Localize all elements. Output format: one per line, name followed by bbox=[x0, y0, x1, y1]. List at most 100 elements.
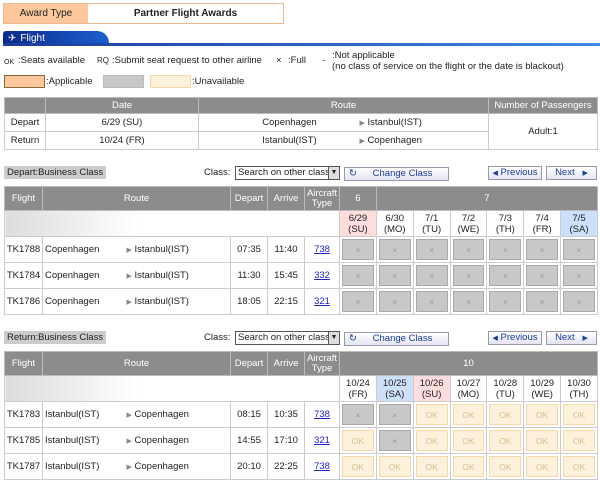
seat-full: × bbox=[563, 291, 595, 312]
date: 10/25 bbox=[382, 377, 407, 389]
refresh-icon: ↻ bbox=[349, 333, 357, 344]
seat-available[interactable]: OK bbox=[489, 430, 522, 451]
availability-cell[interactable]: OK bbox=[412, 427, 451, 454]
col-flight: Flight bbox=[4, 351, 43, 376]
next-button[interactable]: Next ▶ bbox=[546, 166, 597, 180]
col-depart: Depart bbox=[230, 186, 269, 211]
seat-available[interactable]: OK bbox=[526, 456, 559, 477]
availability-cell[interactable]: OK bbox=[560, 401, 599, 428]
seat-available[interactable]: OK bbox=[489, 456, 522, 477]
availability-cell[interactable]: OK bbox=[375, 453, 414, 480]
legend-na-note: (no class of service on the flight or th… bbox=[332, 61, 564, 72]
section-title: Return:Business Class bbox=[4, 331, 107, 344]
weekday: (SA) bbox=[569, 223, 589, 235]
seat-available[interactable]: OK bbox=[563, 456, 596, 477]
legend-ok: :Seats available bbox=[18, 55, 86, 66]
date-header: 10/24 (FR) bbox=[339, 375, 377, 402]
route: Istanbul(IST) ▶ Copenhagen bbox=[198, 131, 489, 150]
availability-cell[interactable]: OK bbox=[449, 453, 488, 480]
aircraft-type-cell: 738 bbox=[304, 453, 341, 480]
availability-cell[interactable]: OK bbox=[412, 401, 451, 428]
date: 10/24 (FR) bbox=[45, 131, 199, 150]
aircraft-type-link[interactable]: 321 bbox=[314, 435, 330, 446]
seat-available[interactable]: OK bbox=[415, 456, 448, 477]
flight-table: Flight Route Depart Arrive Aircraft Type 10 10… bbox=[3, 351, 599, 480]
seat-available[interactable]: OK bbox=[563, 430, 596, 451]
weekday: (SA) bbox=[385, 388, 405, 400]
availability-cell[interactable]: OK bbox=[523, 427, 562, 454]
route-to: Istanbul(IST) bbox=[134, 296, 189, 307]
next-button[interactable]: Next ▶ bbox=[546, 331, 597, 345]
flight-row: TK1783 Istanbul(IST) ▶ Copenhagen 08:15 10:3… bbox=[4, 401, 599, 428]
unavailable-swatch bbox=[150, 75, 191, 88]
aircraft-type-link[interactable]: 738 bbox=[314, 244, 330, 255]
weekday: (FR) bbox=[532, 223, 552, 235]
seat-available[interactable]: OK bbox=[452, 404, 485, 425]
class-select[interactable]: Search on other class ▼ bbox=[235, 331, 340, 345]
seat-available[interactable]: OK bbox=[342, 430, 374, 451]
availability-cell: × bbox=[449, 236, 488, 263]
summary-header-blank bbox=[4, 97, 46, 114]
seat-full: × bbox=[452, 239, 485, 260]
seat-available[interactable]: OK bbox=[452, 456, 485, 477]
arrive-time: 10:35 bbox=[267, 401, 306, 428]
seat-available[interactable]: OK bbox=[489, 404, 522, 425]
seat-available[interactable]: OK bbox=[342, 456, 374, 477]
arrive-time: 15:45 bbox=[267, 262, 306, 289]
flight-row: TK1788 Copenhagen ▶ Istanbul(IST) 07:35 11:4… bbox=[4, 236, 598, 263]
seat-available[interactable]: OK bbox=[415, 430, 448, 451]
route-to: Istanbul(IST) bbox=[367, 117, 422, 128]
date-header: 7/3 (TH) bbox=[486, 210, 525, 237]
seat-available[interactable]: OK bbox=[526, 430, 559, 451]
class-select[interactable]: Search on other class ▼ bbox=[235, 166, 340, 180]
availability-cell: × bbox=[560, 288, 598, 315]
availability-cell[interactable]: OK bbox=[449, 427, 488, 454]
availability-cell[interactable]: OK bbox=[523, 453, 562, 480]
aircraft-type-link[interactable]: 738 bbox=[314, 461, 330, 472]
route-from: Copenhagen bbox=[42, 288, 127, 315]
date-header: 7/4 (FR) bbox=[523, 210, 562, 237]
aircraft-type-link[interactable]: 321 bbox=[314, 296, 330, 307]
seat-full: × bbox=[342, 239, 374, 260]
seat-full: × bbox=[526, 291, 559, 312]
col-arrive: Arrive bbox=[267, 351, 306, 376]
availability-cell: × bbox=[339, 262, 377, 289]
seat-available[interactable]: OK bbox=[378, 456, 411, 477]
availability-cell[interactable]: OK bbox=[412, 453, 451, 480]
seat-full: × bbox=[415, 291, 448, 312]
route-to-cell: ▶ Copenhagen bbox=[126, 453, 232, 480]
arrive-time: 22:15 bbox=[267, 288, 306, 315]
date: 7/4 bbox=[535, 212, 549, 224]
col-route: Route bbox=[41, 351, 232, 376]
availability-cell[interactable]: OK bbox=[486, 427, 525, 454]
flight-tab[interactable]: ✈ Flight bbox=[3, 31, 109, 45]
availability-cell[interactable]: OK bbox=[486, 453, 525, 480]
availability-cell[interactable]: OK bbox=[339, 427, 377, 454]
previous-button[interactable]: ◀ Previous bbox=[488, 331, 542, 345]
seat-available[interactable]: OK bbox=[563, 404, 596, 425]
change-class-button[interactable]: ↻ Change Class bbox=[344, 167, 449, 181]
seat-available[interactable]: OK bbox=[526, 404, 559, 425]
arrow-icon: ▶ bbox=[126, 247, 132, 254]
date: 7/5 bbox=[572, 212, 586, 224]
availability-cell[interactable]: OK bbox=[449, 401, 488, 428]
availability-cell[interactable]: OK bbox=[560, 427, 599, 454]
availability-cell: × bbox=[560, 236, 598, 263]
seat-available[interactable]: OK bbox=[415, 404, 448, 425]
seat-available[interactable]: OK bbox=[452, 430, 485, 451]
aircraft-type-cell: 332 bbox=[304, 262, 341, 289]
availability-cell[interactable]: OK bbox=[486, 401, 525, 428]
weekday: (TU) bbox=[422, 223, 442, 235]
change-class-button[interactable]: ↻ Change Class bbox=[344, 332, 449, 346]
availability-cell: × bbox=[523, 262, 562, 289]
aircraft-type-link[interactable]: 332 bbox=[314, 270, 330, 281]
aircraft-type-link[interactable]: 738 bbox=[314, 409, 330, 420]
availability-cell[interactable]: OK bbox=[523, 401, 562, 428]
depart-time: 20:10 bbox=[230, 453, 269, 480]
date-header: 10/29 (WE) bbox=[523, 375, 562, 402]
date: 6/29 (SU) bbox=[45, 113, 199, 132]
availability-cell[interactable]: OK bbox=[560, 453, 599, 480]
legend: OK :Seats available RQ :Submit seat requ… bbox=[4, 50, 600, 74]
previous-button[interactable]: ◀ Previous bbox=[488, 166, 542, 180]
availability-cell[interactable]: OK bbox=[339, 453, 377, 480]
